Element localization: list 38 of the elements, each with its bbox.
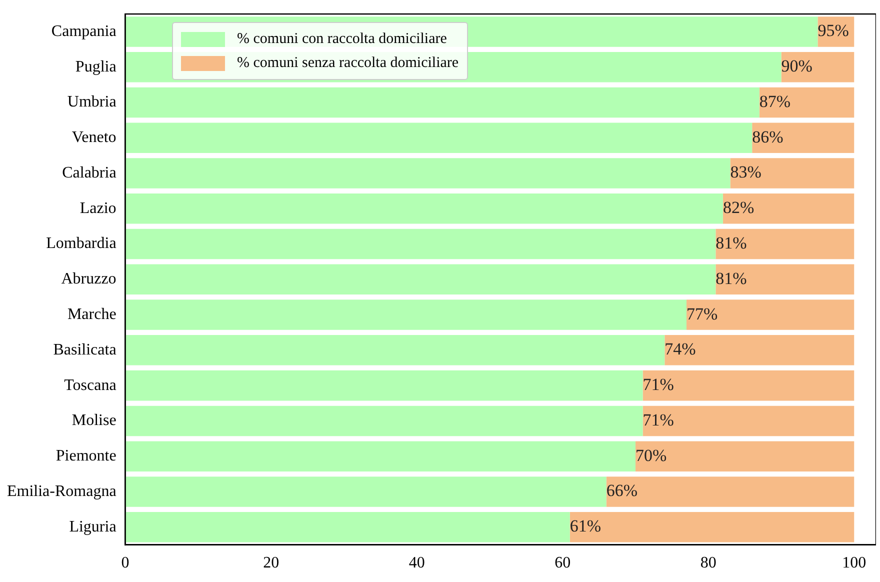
y-tick-label: Abruzzo — [61, 270, 116, 288]
data-label: 82% — [722, 198, 754, 218]
data-label: 95% — [818, 21, 849, 40]
y-tick-label: Piemonte — [56, 448, 116, 465]
data-label: 90% — [781, 56, 812, 76]
data-label: 70% — [635, 446, 667, 465]
y-tick-label: Umbria — [67, 94, 116, 111]
legend-label: % comuni senza raccolta domiciliare — [237, 54, 459, 73]
y-tick-label: Puglia — [75, 58, 116, 76]
x-tick-label: 20 — [263, 554, 280, 572]
y-tick-label: Liguria — [69, 518, 116, 536]
y-tick-label: Lombardia — [46, 235, 116, 252]
data-label: 87% — [759, 92, 791, 111]
data-label: 66% — [606, 481, 638, 500]
x-tick-label: 60 — [554, 554, 571, 572]
data-label: 61% — [570, 516, 602, 536]
data-label: 71% — [642, 410, 674, 430]
y-tick-label: Toscana — [64, 376, 116, 394]
x-tick-label: 40 — [408, 554, 425, 572]
y-tick-label: Marche — [67, 306, 116, 323]
y-tick-label: Campania — [51, 22, 116, 40]
y-tick-label: Molise — [72, 412, 116, 430]
y-tick-label: Veneto — [72, 129, 116, 146]
x-tick-label: 80 — [700, 554, 716, 572]
data-label: 81% — [716, 268, 747, 288]
data-label: 81% — [716, 233, 747, 252]
y-tick-label: Emilia-Romagna — [6, 482, 116, 500]
y-tick-label: Lazio — [80, 200, 116, 217]
data-label: 86% — [752, 127, 784, 146]
x-tick-label: 0 — [121, 554, 130, 572]
y-tick-label: Basilicata — [53, 341, 116, 358]
y-tick-label: Calabria — [62, 164, 116, 182]
data-label: 83% — [730, 162, 762, 182]
legend-label: % comuni con raccolta domiciliare — [237, 30, 447, 49]
data-label: 71% — [642, 375, 674, 394]
data-label: 74% — [664, 340, 696, 359]
x-tick-label: 100 — [842, 554, 866, 572]
data-label: 77% — [686, 304, 718, 324]
